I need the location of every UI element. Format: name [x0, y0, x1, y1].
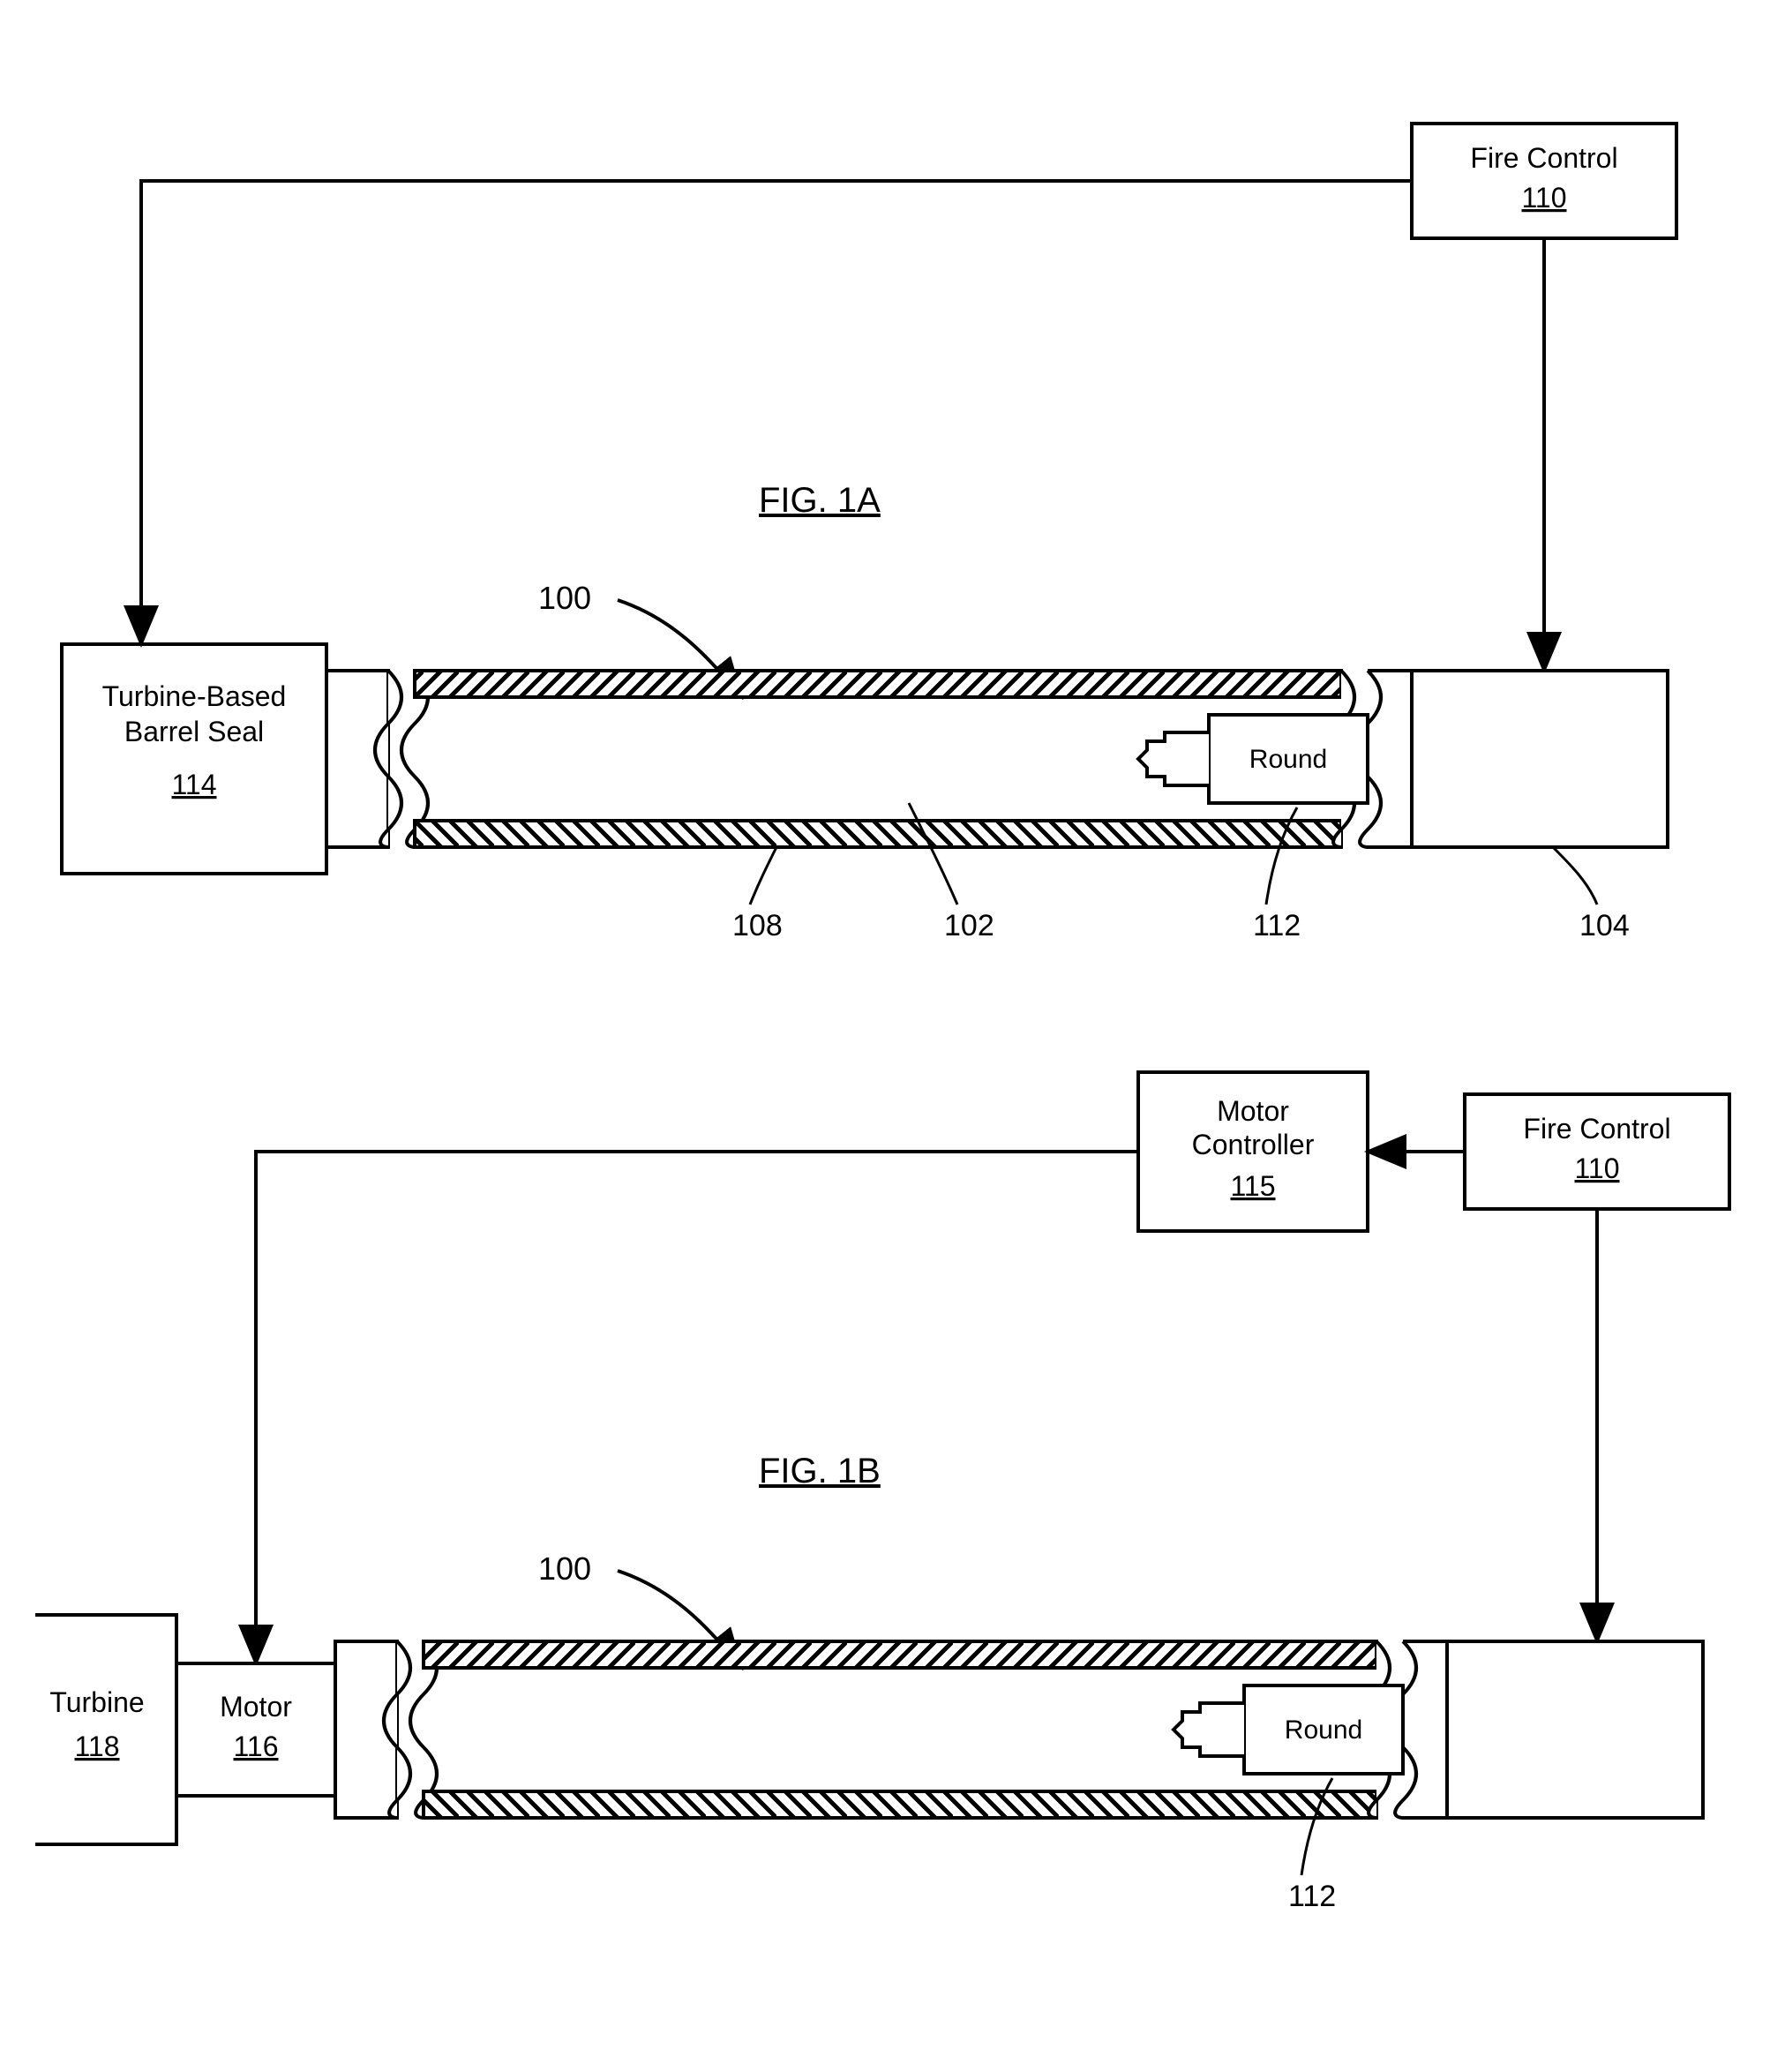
leader-102	[909, 803, 957, 905]
round-a: Round	[1138, 715, 1368, 803]
motor-ctrl-ref: 115	[1230, 1170, 1275, 1202]
motor-ctrl-l1: Motor	[1217, 1095, 1289, 1127]
fig-1a-title: FIG. 1A	[759, 481, 881, 520]
ctrl-line-seal	[141, 181, 1412, 644]
seal-line2: Barrel Seal	[124, 716, 264, 747]
round-b: Round	[1174, 1685, 1403, 1774]
seal-line1: Turbine-Based	[102, 680, 287, 712]
fire-control-box-b	[1465, 1094, 1729, 1209]
round-label-b: Round	[1285, 1715, 1362, 1745]
motor-label: Motor	[220, 1691, 292, 1723]
barrel-a: Round	[326, 671, 1668, 847]
fire-control-label-b: Fire Control	[1523, 1113, 1670, 1145]
motor-box	[176, 1663, 335, 1796]
line-mc-motor	[256, 1152, 1138, 1663]
turbine-box	[35, 1615, 176, 1844]
leader-108	[750, 847, 776, 905]
fire-control-ref-a: 110	[1521, 182, 1566, 214]
fig-1b: FIG. 1B 100 Fire Control 110 Motor Contr…	[35, 1072, 1729, 1913]
ref-102: 102	[944, 909, 994, 942]
turbine-ref: 118	[74, 1730, 119, 1762]
turbine-label: Turbine	[49, 1686, 144, 1718]
fire-control-box-a	[1412, 124, 1676, 238]
motor-ref: 116	[233, 1730, 278, 1762]
barrel-b: Round	[335, 1641, 1703, 1818]
page: FIG. 1A 100 Fire Control 110 Turbine-Bas…	[35, 35, 1750, 2037]
diagram-svg: FIG. 1A 100 Fire Control 110 Turbine-Bas…	[35, 35, 1750, 2037]
seal-ref: 114	[171, 769, 216, 800]
ref-104: 104	[1579, 909, 1630, 942]
leader-104	[1553, 847, 1597, 905]
round-label-a: Round	[1249, 745, 1327, 774]
seal-box	[62, 644, 326, 874]
ref-100a: 100	[538, 580, 591, 616]
ref-108: 108	[732, 909, 783, 942]
fire-control-label-a: Fire Control	[1470, 142, 1617, 174]
fig-1b-title: FIG. 1B	[759, 1452, 881, 1490]
ref-112a: 112	[1253, 909, 1301, 942]
ref-112b: 112	[1288, 1880, 1336, 1913]
fire-control-ref-b: 110	[1574, 1152, 1619, 1184]
ref-100b: 100	[538, 1550, 591, 1587]
fig-1a: FIG. 1A 100 Fire Control 110 Turbine-Bas…	[62, 124, 1676, 942]
motor-ctrl-l2: Controller	[1192, 1129, 1315, 1160]
